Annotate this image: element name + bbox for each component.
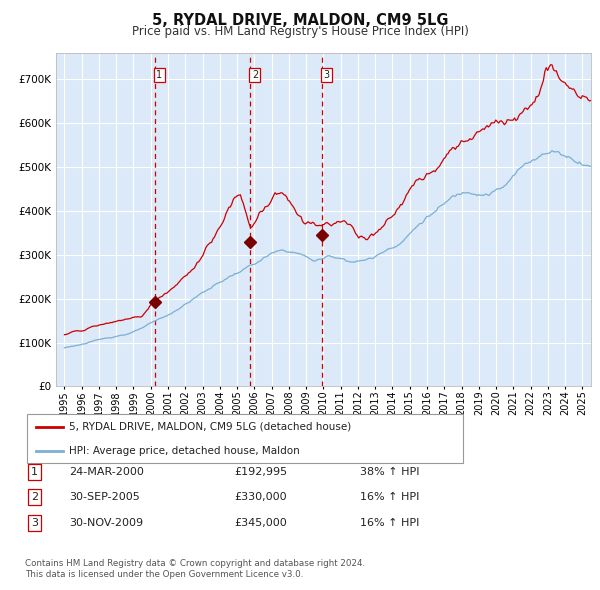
Text: 16% ↑ HPI: 16% ↑ HPI	[360, 493, 419, 502]
Text: 5, RYDAL DRIVE, MALDON, CM9 5LG (detached house): 5, RYDAL DRIVE, MALDON, CM9 5LG (detache…	[69, 422, 352, 432]
Text: £345,000: £345,000	[234, 518, 287, 527]
Text: 30-NOV-2009: 30-NOV-2009	[69, 518, 143, 527]
Text: 38% ↑ HPI: 38% ↑ HPI	[360, 467, 419, 477]
Text: HPI: Average price, detached house, Maldon: HPI: Average price, detached house, Mald…	[69, 446, 300, 456]
Text: 1: 1	[157, 70, 163, 80]
Text: £330,000: £330,000	[234, 493, 287, 502]
Text: 30-SEP-2005: 30-SEP-2005	[69, 493, 140, 502]
Text: Price paid vs. HM Land Registry's House Price Index (HPI): Price paid vs. HM Land Registry's House …	[131, 25, 469, 38]
Text: £192,995: £192,995	[234, 467, 287, 477]
Text: 5, RYDAL DRIVE, MALDON, CM9 5LG: 5, RYDAL DRIVE, MALDON, CM9 5LG	[152, 13, 448, 28]
Text: 3: 3	[31, 518, 38, 527]
Text: 3: 3	[324, 70, 330, 80]
FancyBboxPatch shape	[28, 414, 463, 463]
Text: 2: 2	[31, 493, 38, 502]
Text: 16% ↑ HPI: 16% ↑ HPI	[360, 518, 419, 527]
Text: 1: 1	[31, 467, 38, 477]
Text: 2: 2	[252, 70, 258, 80]
Text: This data is licensed under the Open Government Licence v3.0.: This data is licensed under the Open Gov…	[25, 570, 304, 579]
Text: Contains HM Land Registry data © Crown copyright and database right 2024.: Contains HM Land Registry data © Crown c…	[25, 559, 365, 568]
Text: 24-MAR-2000: 24-MAR-2000	[69, 467, 144, 477]
